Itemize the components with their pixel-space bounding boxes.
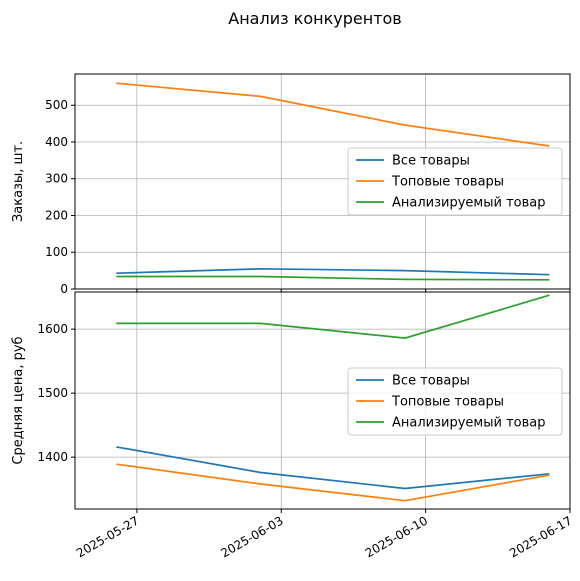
x-tick-label: 2025-06-10	[363, 513, 430, 560]
y-tick-label: 0	[60, 282, 68, 296]
legend-label: Топовые товары	[391, 395, 504, 410]
y-axis-label-orders: Заказы, шт.	[11, 141, 26, 222]
series-line-orders-2	[116, 275, 550, 281]
y-axis-label-price: Средняя цена, руб	[11, 336, 26, 464]
plot-frame-price	[74, 291, 571, 510]
y-tick-label: 1600	[37, 322, 68, 336]
legend-label: Анализируемый товар	[392, 416, 545, 431]
y-tick-label: 500	[45, 98, 68, 112]
x-tick-label: 2025-06-03	[218, 513, 285, 560]
y-tick-label: 100	[45, 245, 68, 259]
series-line-price-1	[116, 463, 550, 502]
series-line-price-2	[116, 294, 550, 339]
series-line-orders-0	[116, 267, 550, 276]
chart-title: Анализ конкурентов	[228, 9, 401, 28]
legend-box-orders	[347, 147, 563, 216]
y-tick-label: 300	[45, 172, 68, 186]
legend-label: Все товары	[392, 154, 470, 169]
x-tick-label: 2025-06-17	[507, 513, 574, 560]
plot-frame-orders	[74, 73, 571, 290]
legend-label: Анализируемый товар	[392, 196, 545, 211]
legend-label: Топовые товары	[391, 175, 504, 190]
legend-label: Все товары	[392, 374, 470, 389]
y-tick-label: 200	[45, 208, 68, 222]
y-tick-label: 400	[45, 135, 68, 149]
x-tick-label: 2025-05-27	[74, 513, 141, 560]
y-tick-label: 1500	[37, 386, 68, 400]
legend-box-price	[347, 367, 563, 436]
series-line-orders-1	[116, 82, 550, 147]
y-tick-label: 1400	[37, 450, 68, 464]
series-line-price-0	[116, 446, 550, 490]
